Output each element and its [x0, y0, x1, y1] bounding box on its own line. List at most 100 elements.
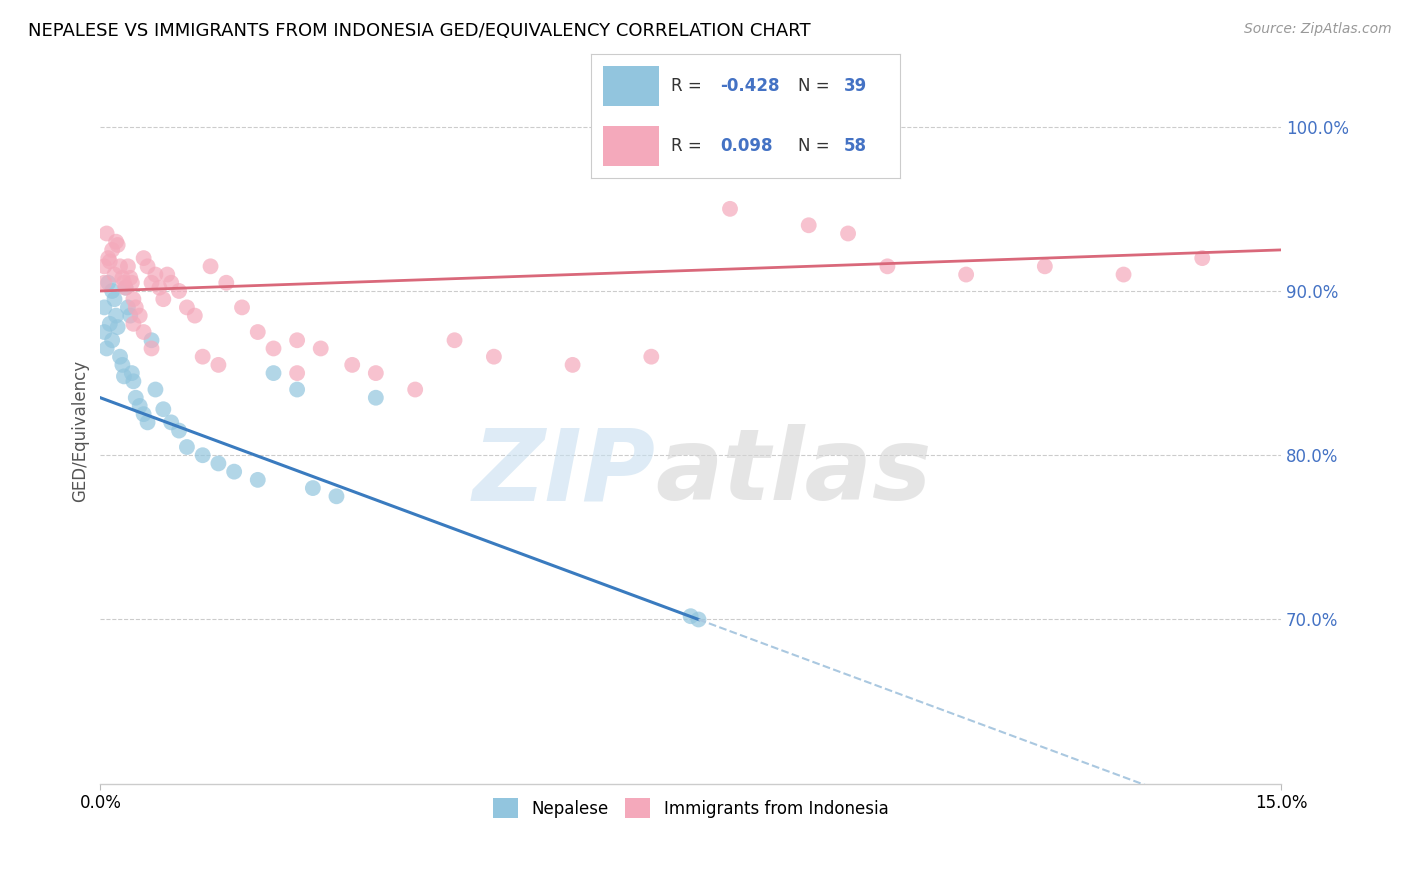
Point [837, 227, 859, 241]
Text: 0.098: 0.098 [720, 137, 773, 155]
Point [561, 358, 583, 372]
Point [718, 202, 741, 216]
Point [108, 350, 131, 364]
Point [156, 268, 179, 282]
Point [246, 325, 269, 339]
Point [876, 260, 898, 274]
Y-axis label: GED/Equivalency: GED/Equivalency [72, 359, 89, 501]
Point [132, 251, 155, 265]
Point [160, 276, 183, 290]
Point [404, 383, 426, 397]
Point [176, 440, 198, 454]
Legend: Nepalese, Immigrants from Indonesia: Nepalese, Immigrants from Indonesia [486, 791, 896, 825]
Point [207, 457, 229, 471]
FancyBboxPatch shape [603, 66, 658, 106]
Point [122, 374, 145, 388]
Point [1112, 268, 1135, 282]
Point [103, 292, 125, 306]
Point [955, 268, 977, 282]
Point [101, 333, 124, 347]
Point [136, 416, 159, 430]
Point [141, 342, 163, 356]
Point [200, 260, 222, 274]
Point [167, 284, 190, 298]
Point [152, 402, 174, 417]
Point [191, 448, 214, 462]
Point [184, 309, 207, 323]
Point [443, 333, 465, 347]
Point [121, 366, 143, 380]
Point [207, 358, 229, 372]
Point [114, 281, 136, 295]
Point [117, 260, 139, 274]
Point [101, 243, 124, 257]
Point [97, 276, 120, 290]
Point [263, 366, 285, 380]
Point [482, 350, 505, 364]
Point [1033, 260, 1056, 274]
Point [285, 333, 308, 347]
Point [111, 358, 134, 372]
Point [1191, 251, 1213, 265]
Point [108, 260, 131, 274]
Point [797, 219, 820, 233]
Point [160, 416, 183, 430]
Point [141, 333, 163, 347]
Point [640, 350, 662, 364]
Point [98, 254, 121, 268]
Point [141, 276, 163, 290]
Point [117, 301, 139, 315]
Point [93, 325, 115, 339]
Point [107, 320, 129, 334]
Text: R =: R = [671, 137, 713, 155]
Point [148, 281, 170, 295]
Point [145, 383, 167, 397]
Text: R =: R = [671, 77, 707, 95]
Point [342, 358, 364, 372]
Point [325, 489, 347, 503]
Point [224, 465, 246, 479]
Point [105, 235, 128, 249]
Text: N =: N = [797, 137, 835, 155]
Point [98, 317, 121, 331]
Point [231, 301, 253, 315]
Point [111, 270, 134, 285]
Point [152, 292, 174, 306]
Point [125, 301, 148, 315]
Point [191, 350, 214, 364]
Point [285, 366, 308, 380]
FancyBboxPatch shape [603, 126, 658, 166]
Point [107, 238, 129, 252]
Point [101, 284, 124, 298]
Point [122, 317, 145, 331]
Point [96, 342, 118, 356]
Text: atlas: atlas [655, 425, 932, 522]
Point [114, 281, 136, 295]
Point [112, 369, 135, 384]
Point [112, 276, 135, 290]
Point [309, 342, 332, 356]
Text: 58: 58 [844, 137, 868, 155]
Point [215, 276, 238, 290]
Point [679, 609, 702, 624]
Point [688, 612, 710, 626]
Point [97, 251, 120, 265]
Point [121, 276, 143, 290]
Point [120, 309, 142, 323]
Text: N =: N = [797, 77, 835, 95]
Point [176, 301, 198, 315]
Point [105, 309, 128, 323]
Point [246, 473, 269, 487]
Point [103, 268, 125, 282]
Point [302, 481, 325, 495]
Point [263, 342, 285, 356]
Point [132, 407, 155, 421]
Point [364, 366, 387, 380]
Text: NEPALESE VS IMMIGRANTS FROM INDONESIA GED/EQUIVALENCY CORRELATION CHART: NEPALESE VS IMMIGRANTS FROM INDONESIA GE… [28, 22, 811, 40]
Point [128, 399, 150, 413]
Point [122, 292, 145, 306]
Point [285, 383, 308, 397]
Text: -0.428: -0.428 [720, 77, 780, 95]
Point [93, 276, 115, 290]
Point [93, 301, 115, 315]
